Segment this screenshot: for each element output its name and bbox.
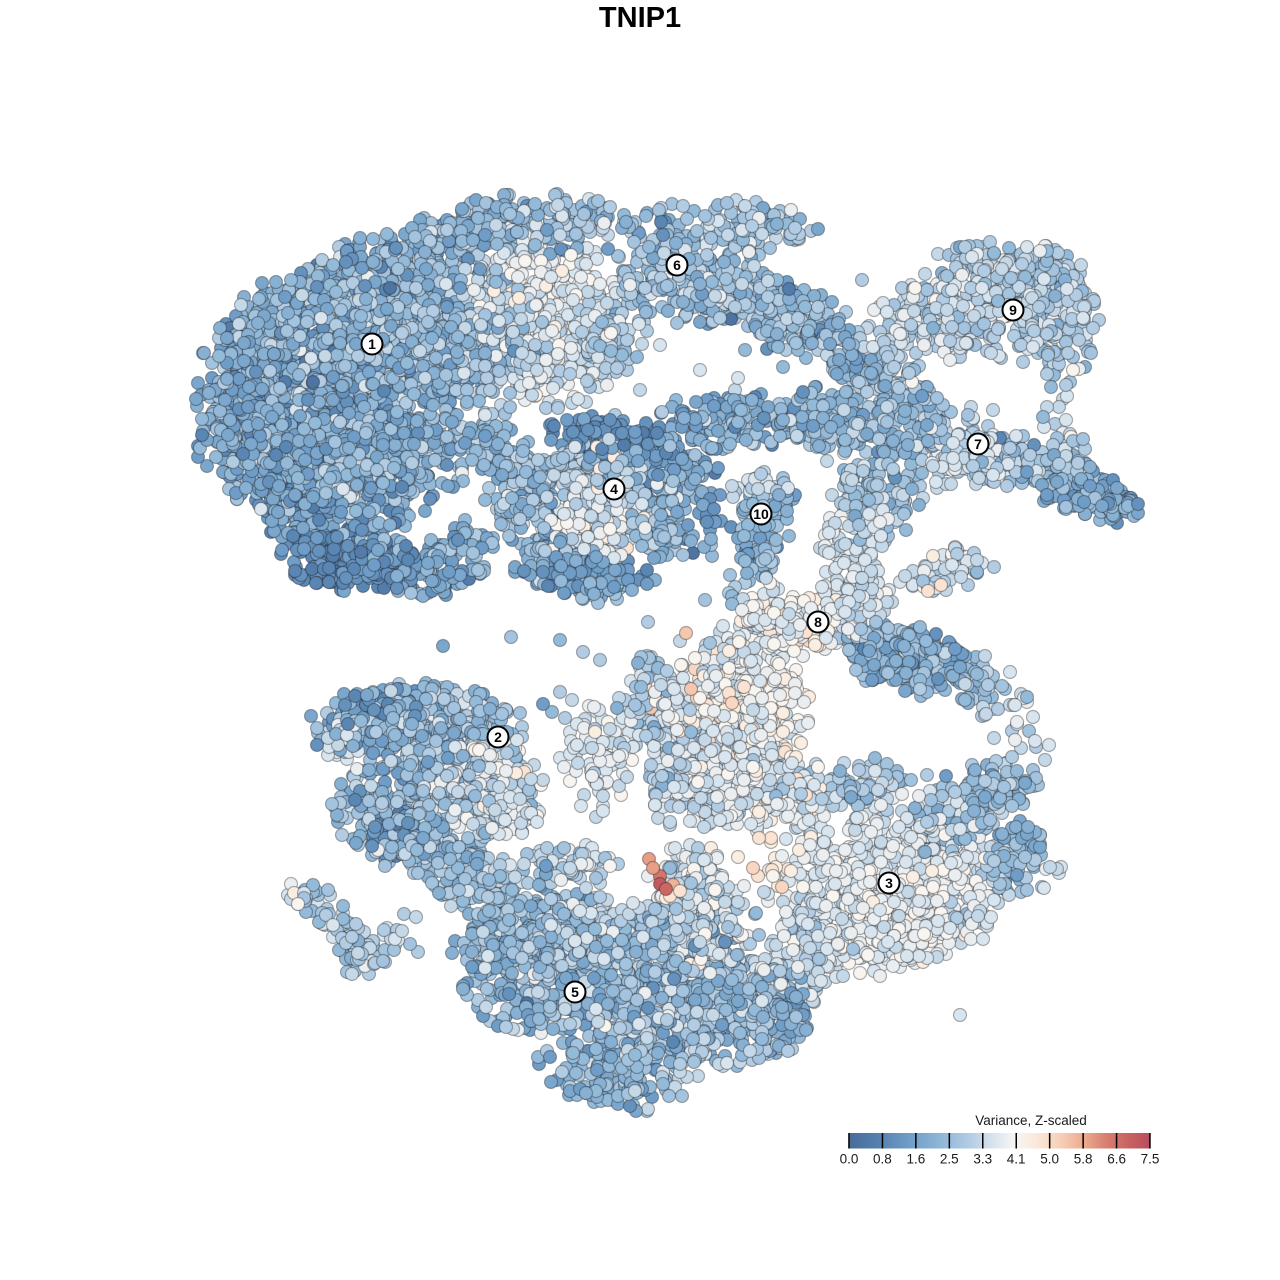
svg-text:TNIP1: TNIP1 (599, 2, 681, 34)
